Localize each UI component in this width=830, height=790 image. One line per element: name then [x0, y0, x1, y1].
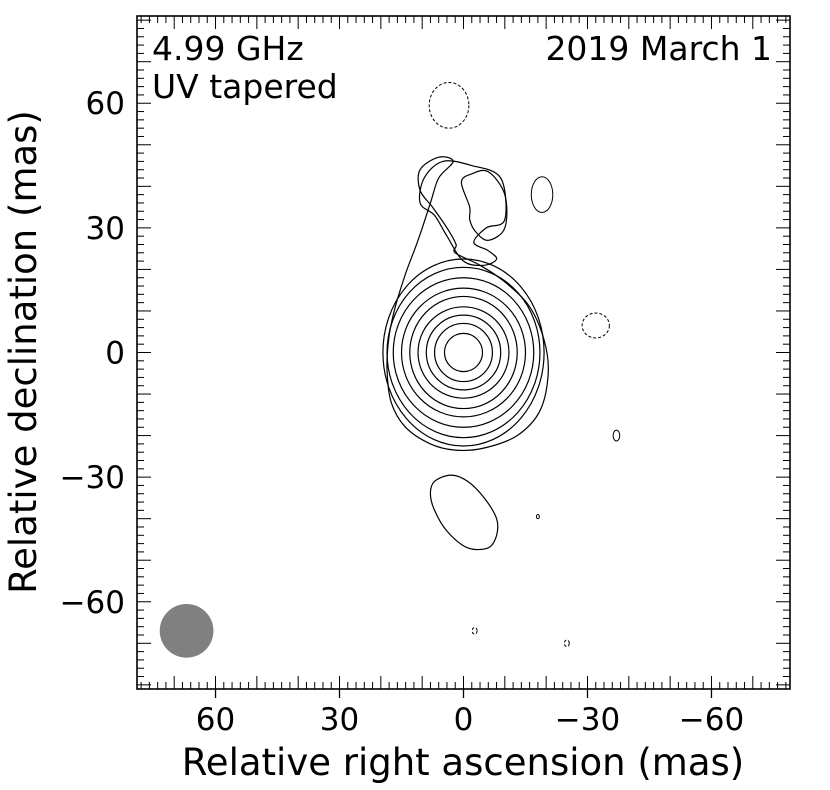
taper-label: UV tapered [152, 67, 338, 106]
outer-contour [460, 169, 508, 241]
core-contour-ring [400, 287, 527, 418]
core-contour-ring [409, 295, 518, 410]
positive-contour [530, 176, 554, 213]
plot-frame [136, 15, 791, 690]
core-contour-ring [433, 322, 494, 383]
negative-contour [428, 81, 470, 129]
axis-ticks [137, 16, 790, 698]
x-tick-label: 0 [454, 702, 474, 738]
x-tick-label: −60 [679, 702, 744, 738]
date-label: 2019 March 1 [545, 29, 772, 68]
outer-contour [386, 156, 549, 452]
y-axis-label: Relative declination (mas) [2, 110, 45, 594]
y-tick-label: −60 [60, 585, 125, 621]
core-contour-ring [425, 314, 502, 391]
core-contour-ring [443, 332, 484, 373]
x-tick-label: −30 [555, 702, 620, 738]
y-tick-label: 0 [105, 336, 125, 372]
core-contour-ring [382, 258, 545, 447]
southern-component-contour [429, 474, 499, 551]
y-tick-label: 30 [86, 211, 125, 247]
core-contour-ring [417, 306, 510, 399]
y-tick-label: 60 [86, 86, 125, 122]
contour-layer [159, 81, 621, 658]
y-tick-labels: 60 30 0 −30 −60 [60, 86, 125, 621]
positive-contour [612, 429, 621, 442]
negative-contour [563, 639, 570, 648]
frequency-label: 4.99 GHz [152, 29, 304, 68]
y-tick-label: −30 [60, 460, 125, 496]
restoring-beam [159, 603, 214, 658]
negative-contour [581, 312, 610, 339]
outer-contour [418, 160, 507, 267]
core-contour-ring [392, 277, 535, 428]
x-tick-labels: 60 30 0 −30 −60 [196, 702, 744, 738]
positive-contour [535, 514, 540, 520]
x-tick-label: 30 [320, 702, 359, 738]
x-tick-label: 60 [196, 702, 235, 738]
x-axis-label: Relative right ascension (mas) [182, 741, 744, 784]
negative-contour [471, 627, 478, 635]
